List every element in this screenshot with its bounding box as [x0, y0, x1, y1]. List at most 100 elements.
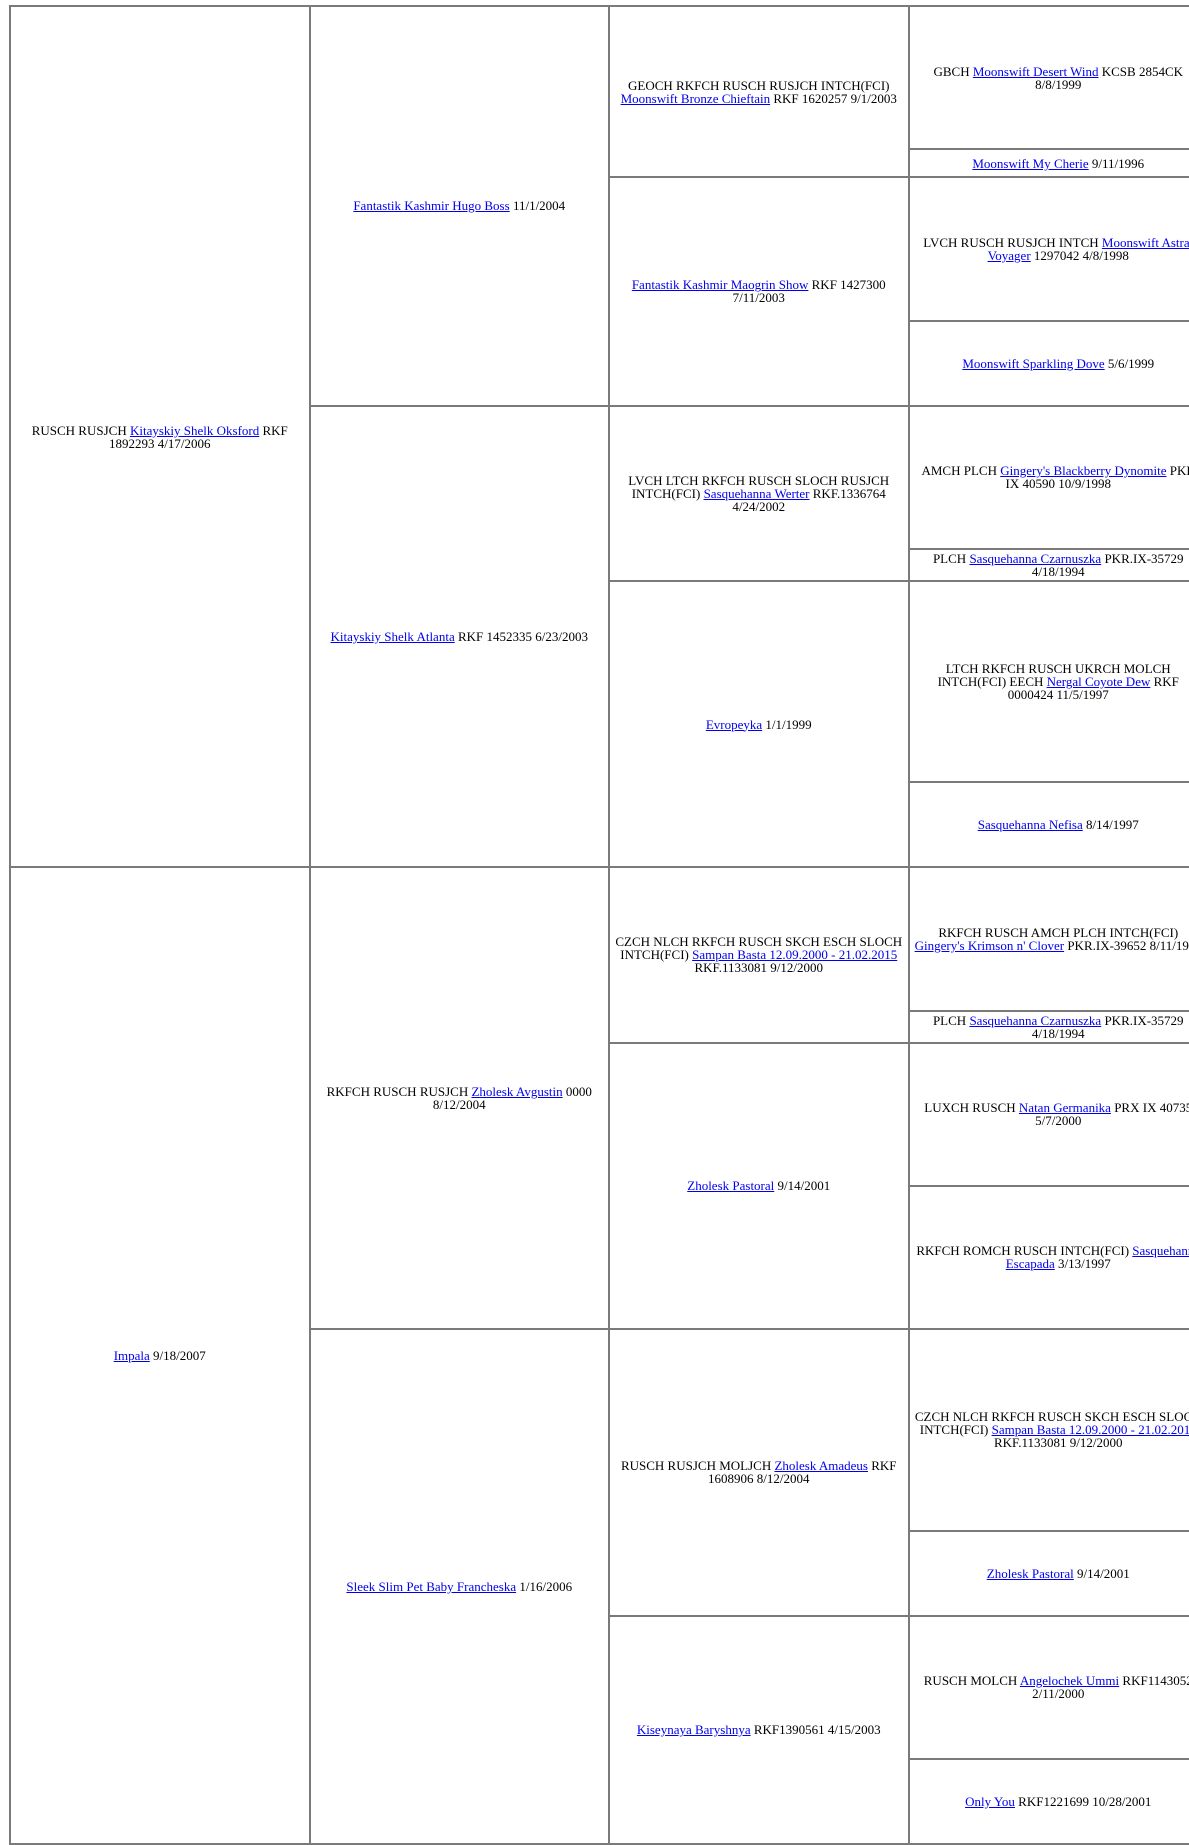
dog-cell: Kiseynaya Baryshnya RKF1390561 4/15/2003 [609, 1616, 909, 1844]
dog-text: LVCH LTCH RKFCH RUSCH SLOCH RUSJCH INTCH… [614, 474, 904, 513]
dog-text: RKFCH ROMCH RUSCH INTCH(FCI) Sasquehanna… [914, 1244, 1189, 1270]
dog-cell: Moonswift Sparkling Dove 5/6/1999 [909, 321, 1189, 406]
dog-info: RKF.1133081 9/12/2000 [994, 1435, 1123, 1450]
dog-text: RUSCH RUSJCH Kitayskiy Shelk Oksford RKF… [15, 424, 305, 450]
dog-info: 11/1/2004 [513, 198, 565, 213]
dog-link[interactable]: Kiseynaya Baryshnya [637, 1722, 751, 1737]
titles: RUSCH MOLCH [924, 1673, 1018, 1688]
dog-link[interactable]: Sasquehanna Nefisa [978, 817, 1083, 832]
dog-text: Moonswift My Cherie 9/11/1996 [914, 157, 1189, 170]
pedigree-body: RUSCH RUSJCH Kitayskiy Shelk Oksford RKF… [10, 6, 1189, 1844]
dog-link[interactable]: Gingery's Krimson n' Clover [915, 938, 1064, 953]
dog-cell: RKFCH RUSCH AMCH PLCH INTCH(FCI) Gingery… [909, 867, 1189, 1010]
dog-link[interactable]: Sleek Slim Pet Baby Francheska [346, 1579, 516, 1594]
dog-text: RKFCH RUSCH RUSJCH Zholesk Avgustin 0000… [315, 1085, 605, 1111]
dog-text: Zholesk Pastoral 9/14/2001 [914, 1567, 1189, 1580]
dog-info: 3/13/1997 [1058, 1256, 1111, 1271]
dog-link[interactable]: Only You [965, 1794, 1015, 1809]
titles: PLCH [933, 551, 966, 566]
dog-info: RKF 1620257 9/1/2003 [773, 91, 897, 106]
dog-info: 9/11/1996 [1092, 156, 1144, 171]
dog-info: 1/1/1999 [765, 717, 811, 732]
dog-cell: PLCH Sasquehanna Czarnuszka PKR.IX-35729… [909, 1011, 1189, 1043]
dog-cell: Sleek Slim Pet Baby Francheska 1/16/2006 [310, 1329, 610, 1844]
dog-info: PKR.IX-39652 8/11/1994 [1067, 938, 1189, 953]
dog-info: 9/14/2001 [778, 1178, 831, 1193]
dog-info: 5/6/1999 [1108, 356, 1154, 371]
dog-cell: RUSCH MOLCH Angelochek Ummi RKF1143052 2… [909, 1616, 1189, 1759]
dog-cell: RUSCH RUSJCH MOLJCH Zholesk Amadeus RKF … [609, 1329, 909, 1616]
dog-cell: RUSCH RUSJCH Kitayskiy Shelk Oksford RKF… [10, 6, 310, 867]
dog-info: 9/18/2007 [153, 1348, 206, 1363]
dog-link[interactable]: Zholesk Pastoral [987, 1566, 1074, 1581]
dog-link[interactable]: Kitayskiy Shelk Atlanta [331, 629, 455, 644]
dog-cell: GBCH Moonswift Desert Wind KCSB 2854CK 8… [909, 6, 1189, 149]
dog-cell: Fantastik Kashmir Hugo Boss 11/1/2004 [310, 6, 610, 406]
dog-link[interactable]: Evropeyka [706, 717, 762, 732]
dog-cell: Zholesk Pastoral 9/14/2001 [909, 1531, 1189, 1616]
dog-text: GBCH Moonswift Desert Wind KCSB 2854CK 8… [914, 65, 1189, 91]
dog-info: RKF1221699 10/28/2001 [1018, 1794, 1151, 1809]
dog-cell: Fantastik Kashmir Maogrin Show RKF 14273… [609, 177, 909, 405]
dog-text: RUSCH MOLCH Angelochek Ummi RKF1143052 2… [914, 1674, 1189, 1700]
dog-text: Only You RKF1221699 10/28/2001 [914, 1795, 1189, 1808]
dog-text: Sasquehanna Nefisa 8/14/1997 [914, 818, 1189, 831]
titles: GBCH [933, 64, 969, 79]
dog-link[interactable]: Impala [114, 1348, 150, 1363]
pedigree-row: RUSCH RUSJCH Kitayskiy Shelk Oksford RKF… [10, 6, 1189, 149]
dog-text: Impala 9/18/2007 [15, 1349, 305, 1362]
dog-info: 1/16/2006 [519, 1579, 572, 1594]
dog-cell: Moonswift My Cherie 9/11/1996 [909, 149, 1189, 177]
dog-text: LVCH RUSCH RUSJCH INTCH Moonswift Astral… [914, 236, 1189, 262]
dog-text: Evropeyka 1/1/1999 [614, 718, 904, 731]
dog-text: LTCH RKFCH RUSCH UKRCH MOLCH INTCH(FCI) … [914, 662, 1189, 701]
dog-text: Fantastik Kashmir Maogrin Show RKF 14273… [614, 278, 904, 304]
dog-text: PLCH Sasquehanna Czarnuszka PKR.IX-35729… [914, 1014, 1189, 1040]
dog-link[interactable]: Moonswift Sparkling Dove [962, 356, 1104, 371]
dog-cell: LUXCH RUSCH Natan Germanika PRX IX 40735… [909, 1043, 1189, 1186]
pedigree-table: RUSCH RUSJCH Kitayskiy Shelk Oksford RKF… [9, 5, 1189, 1845]
dog-cell: LVCH RUSCH RUSJCH INTCH Moonswift Astral… [909, 177, 1189, 320]
dog-text: Sleek Slim Pet Baby Francheska 1/16/2006 [315, 1580, 605, 1593]
dog-cell: CZCH NLCH RKFCH RUSCH SKCH ESCH SLOCH IN… [609, 867, 909, 1042]
dog-text: Moonswift Sparkling Dove 5/6/1999 [914, 357, 1189, 370]
dog-text: CZCH NLCH RKFCH RUSCH SKCH ESCH SLOCH IN… [614, 935, 904, 974]
dog-info: 8/14/1997 [1086, 817, 1139, 832]
dog-link[interactable]: Moonswift Bronze Chieftain [621, 91, 770, 106]
dog-text: Fantastik Kashmir Hugo Boss 11/1/2004 [315, 199, 605, 212]
dog-link[interactable]: Zholesk Pastoral [687, 1178, 774, 1193]
dog-text: PLCH Sasquehanna Czarnuszka PKR.IX-35729… [914, 552, 1189, 578]
dog-info: 1297042 4/8/1998 [1034, 248, 1129, 263]
dog-cell: LVCH LTCH RKFCH RUSCH SLOCH RUSJCH INTCH… [609, 406, 909, 581]
dog-cell: GEOCH RKFCH RUSCH RUSJCH INTCH(FCI) Moon… [609, 6, 909, 177]
dog-text: Kitayskiy Shelk Atlanta RKF 1452335 6/23… [315, 630, 605, 643]
dog-info: RKF1390561 4/15/2003 [754, 1722, 881, 1737]
dog-cell: RKFCH RUSCH RUSJCH Zholesk Avgustin 0000… [310, 867, 610, 1329]
titles: AMCH PLCH [921, 463, 997, 478]
dog-link[interactable]: Moonswift My Cherie [972, 156, 1088, 171]
dog-text: Kiseynaya Baryshnya RKF1390561 4/15/2003 [614, 1723, 904, 1736]
dog-cell: CZCH NLCH RKFCH RUSCH SKCH ESCH SLOCH IN… [909, 1329, 1189, 1530]
dog-text: AMCH PLCH Gingery's Blackberry Dynomite … [914, 464, 1189, 490]
dog-cell: Zholesk Pastoral 9/14/2001 [609, 1043, 909, 1330]
dog-text: LUXCH RUSCH Natan Germanika PRX IX 40735… [914, 1101, 1189, 1127]
dog-info: RKF 1452335 6/23/2003 [458, 629, 588, 644]
dog-cell: Evropeyka 1/1/1999 [609, 581, 909, 868]
dog-text: RKFCH RUSCH AMCH PLCH INTCH(FCI) Gingery… [914, 926, 1189, 952]
dog-link[interactable]: Fantastik Kashmir Hugo Boss [353, 198, 509, 213]
dog-text: Zholesk Pastoral 9/14/2001 [614, 1179, 904, 1192]
dog-cell: LTCH RKFCH RUSCH UKRCH MOLCH INTCH(FCI) … [909, 581, 1189, 782]
dog-cell: RKFCH ROMCH RUSCH INTCH(FCI) Sasquehanna… [909, 1186, 1189, 1329]
dog-cell: AMCH PLCH Gingery's Blackberry Dynomite … [909, 406, 1189, 549]
dog-text: RUSCH RUSJCH MOLJCH Zholesk Amadeus RKF … [614, 1459, 904, 1485]
dog-text: CZCH NLCH RKFCH RUSCH SKCH ESCH SLOCH IN… [914, 1410, 1189, 1449]
titles: PLCH [933, 1013, 966, 1028]
dog-cell: PLCH Sasquehanna Czarnuszka PKR.IX-35729… [909, 549, 1189, 581]
dog-text: GEOCH RKFCH RUSCH RUSJCH INTCH(FCI) Moon… [614, 79, 904, 105]
dog-cell: Only You RKF1221699 10/28/2001 [909, 1759, 1189, 1844]
dog-info: 9/14/2001 [1077, 1566, 1130, 1581]
dog-cell: Sasquehanna Nefisa 8/14/1997 [909, 782, 1189, 867]
